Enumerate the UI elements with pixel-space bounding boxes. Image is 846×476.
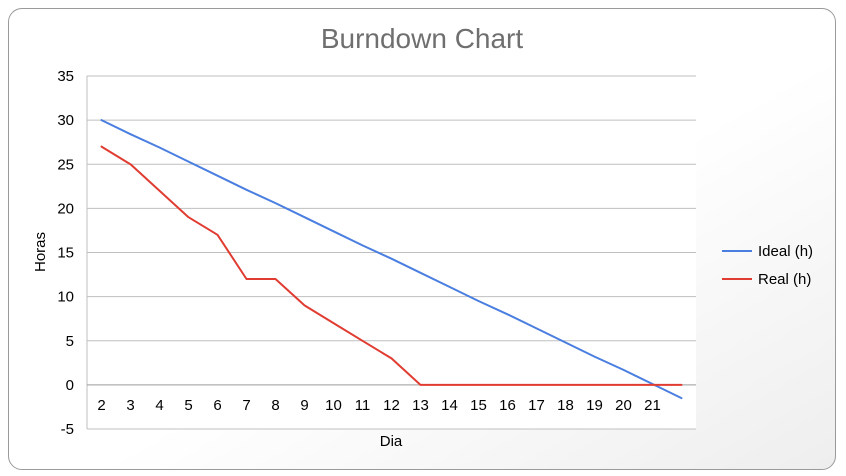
y-tick-label: 5: [66, 333, 74, 350]
x-tick-label: 19: [586, 397, 603, 414]
x-tick-label: 18: [557, 397, 574, 414]
x-tick-label: 8: [271, 397, 279, 414]
x-tick-label: 9: [300, 397, 308, 414]
x-tick-label: 7: [242, 397, 250, 414]
chart-title: Burndown Chart: [321, 23, 524, 54]
x-tick-label: 2: [97, 397, 105, 414]
x-tick-label: 3: [126, 397, 134, 414]
x-tick-label: 16: [499, 397, 516, 414]
x-tick-label: 21: [644, 397, 661, 414]
y-tick-label: 0: [66, 377, 74, 394]
legend-label-ideal: Ideal (h): [758, 243, 813, 260]
x-tick-label: 15: [470, 397, 487, 414]
x-tick-label: 20: [615, 397, 632, 414]
x-tick-label: 12: [383, 397, 400, 414]
y-tick-label: 15: [57, 245, 74, 262]
tick-labels: -5 0 5 10 15 20 25 30 35 2 3 4 5 6 7 8 9 10 11 12 13 14 15 16 17…: [57, 68, 661, 438]
x-tick-label: 13: [412, 397, 429, 414]
y-tick-label: 10: [57, 289, 74, 306]
gridlines: [87, 75, 696, 430]
legend: Ideal (h) Real (h): [722, 243, 813, 288]
x-tick-label: 11: [355, 397, 371, 414]
x-tick-label: 5: [184, 397, 192, 414]
y-axis-title: Horas: [32, 232, 49, 272]
series-line-real: [100, 145, 683, 386]
series-line-ideal: [100, 119, 683, 400]
y-tick-label: 25: [57, 156, 74, 173]
x-tick-label: 10: [325, 397, 342, 414]
x-tick-label: 14: [441, 397, 458, 414]
x-tick-label: 6: [213, 397, 221, 414]
y-tick-label: 35: [57, 68, 74, 85]
legend-label-real: Real (h): [758, 271, 811, 288]
x-tick-label: 4: [155, 397, 163, 414]
x-tick-label: 17: [528, 397, 545, 414]
y-tick-label: 30: [57, 112, 74, 129]
y-tick-label: 20: [57, 200, 74, 217]
x-axis-title: Dia: [380, 433, 403, 450]
y-tick-label: -5: [61, 421, 74, 438]
series-lines: [100, 119, 683, 400]
